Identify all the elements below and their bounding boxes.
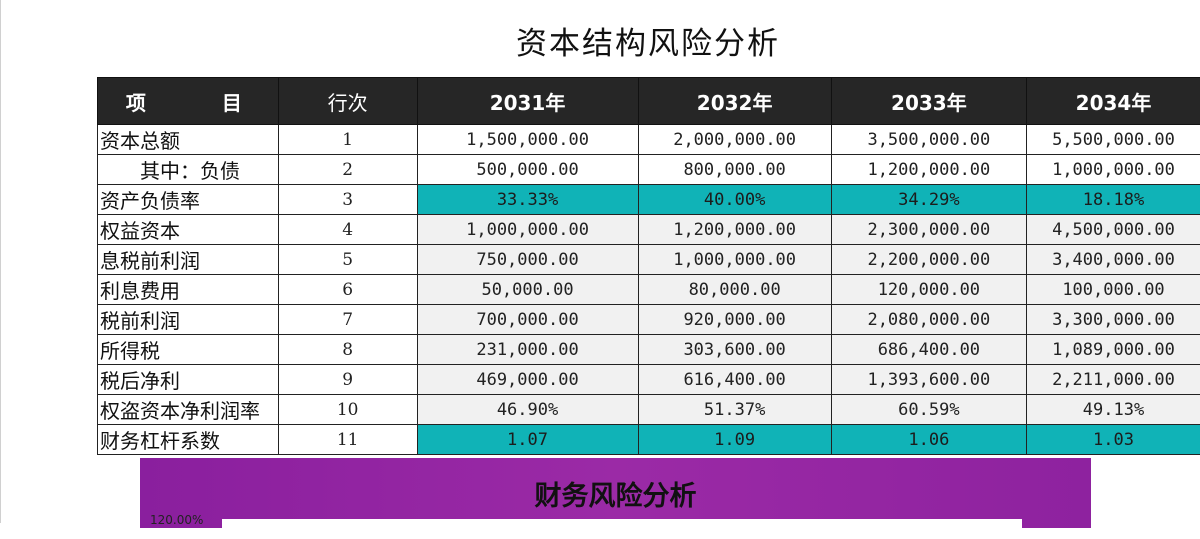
chart-y-tick-label: 120.00% xyxy=(150,513,203,527)
header-year-2034[interactable]: 2034年 xyxy=(1026,78,1200,125)
value-cell[interactable]: 100,000.00 xyxy=(1026,275,1200,305)
value-cell[interactable]: 49.13% xyxy=(1026,395,1200,425)
value-cell[interactable]: 3,400,000.00 xyxy=(1026,245,1200,275)
header-row: 项 目 行次 2031年 2032年 2033年 2034年 xyxy=(98,78,1200,125)
row-number[interactable]: 3 xyxy=(278,185,417,215)
value-cell[interactable]: 60.59% xyxy=(831,395,1026,425)
row-label[interactable]: 息税前利润 xyxy=(98,245,279,275)
value-cell[interactable]: 3,300,000.00 xyxy=(1026,305,1200,335)
value-cell[interactable]: 920,000.00 xyxy=(638,305,831,335)
value-cell[interactable]: 469,000.00 xyxy=(417,365,638,395)
value-cell[interactable]: 2,200,000.00 xyxy=(831,245,1026,275)
value-cell[interactable]: 2,211,000.00 xyxy=(1026,365,1200,395)
value-cell[interactable]: 750,000.00 xyxy=(417,245,638,275)
value-cell[interactable]: 1,000,000.00 xyxy=(417,215,638,245)
row-label[interactable]: 所得税 xyxy=(98,335,279,365)
value-cell[interactable]: 33.33% xyxy=(417,185,638,215)
value-cell[interactable]: 51.37% xyxy=(638,395,831,425)
row-number[interactable]: 4 xyxy=(278,215,417,245)
value-cell[interactable]: 1.07 xyxy=(417,425,638,455)
row-label[interactable]: 权益资本 xyxy=(98,215,279,245)
chart-plot-area xyxy=(222,519,1022,539)
value-cell[interactable]: 18.18% xyxy=(1026,185,1200,215)
header-year-2031[interactable]: 2031年 xyxy=(417,78,638,125)
value-cell[interactable]: 686,400.00 xyxy=(831,335,1026,365)
row-label[interactable]: 税后净利 xyxy=(98,365,279,395)
header-year-2032[interactable]: 2032年 xyxy=(638,78,831,125)
financial-risk-chart-panel[interactable]: 财务风险分析 120.00% xyxy=(140,458,1091,528)
row-number[interactable]: 1 xyxy=(278,125,417,155)
row-label[interactable]: 税前利润 xyxy=(98,305,279,335)
row-number[interactable]: 11 xyxy=(278,425,417,455)
row-number[interactable]: 6 xyxy=(278,275,417,305)
header-row-number[interactable]: 行次 xyxy=(278,78,417,125)
row-label[interactable]: 其中：负债 xyxy=(98,155,279,185)
sheet-edge-line xyxy=(0,0,1,523)
value-cell[interactable]: 34.29% xyxy=(831,185,1026,215)
row-label[interactable]: 权盗资本净利润率 xyxy=(98,395,279,425)
value-cell[interactable]: 50,000.00 xyxy=(417,275,638,305)
header-item[interactable]: 项 目 xyxy=(98,78,279,125)
value-cell[interactable]: 231,000.00 xyxy=(417,335,638,365)
value-cell[interactable]: 3,500,000.00 xyxy=(831,125,1026,155)
row-label[interactable]: 财务杠杆系数 xyxy=(98,425,279,455)
value-cell[interactable]: 1,500,000.00 xyxy=(417,125,638,155)
value-cell[interactable]: 1,000,000.00 xyxy=(638,245,831,275)
row-label[interactable]: 利息费用 xyxy=(98,275,279,305)
row-number[interactable]: 2 xyxy=(278,155,417,185)
row-number[interactable]: 9 xyxy=(278,365,417,395)
value-cell[interactable]: 1.09 xyxy=(638,425,831,455)
value-cell[interactable]: 2,080,000.00 xyxy=(831,305,1026,335)
value-cell[interactable]: 1,200,000.00 xyxy=(831,155,1026,185)
value-cell[interactable]: 5,500,000.00 xyxy=(1026,125,1200,155)
value-cell[interactable]: 1,393,600.00 xyxy=(831,365,1026,395)
value-cell[interactable]: 2,300,000.00 xyxy=(831,215,1026,245)
row-number[interactable]: 10 xyxy=(278,395,417,425)
row-number[interactable]: 8 xyxy=(278,335,417,365)
value-cell[interactable]: 1,000,000.00 xyxy=(1026,155,1200,185)
value-cell[interactable]: 46.90% xyxy=(417,395,638,425)
value-cell[interactable]: 1.06 xyxy=(831,425,1026,455)
row-number[interactable]: 7 xyxy=(278,305,417,335)
value-cell[interactable]: 1,200,000.00 xyxy=(638,215,831,245)
value-cell[interactable]: 616,400.00 xyxy=(638,365,831,395)
header-year-2033[interactable]: 2033年 xyxy=(831,78,1026,125)
value-cell[interactable]: 80,000.00 xyxy=(638,275,831,305)
value-cell[interactable]: 1,089,000.00 xyxy=(1026,335,1200,365)
value-cell[interactable]: 4,500,000.00 xyxy=(1026,215,1200,245)
value-cell[interactable]: 40.00% xyxy=(638,185,831,215)
row-number[interactable]: 5 xyxy=(278,245,417,275)
row-label[interactable]: 资本总额 xyxy=(98,125,279,155)
value-cell[interactable]: 120,000.00 xyxy=(831,275,1026,305)
page-title: 资本结构风险分析 xyxy=(0,18,1200,63)
row-label[interactable]: 资产负债率 xyxy=(98,185,279,215)
value-cell[interactable]: 700,000.00 xyxy=(417,305,638,335)
value-cell[interactable]: 800,000.00 xyxy=(638,155,831,185)
value-cell[interactable]: 303,600.00 xyxy=(638,335,831,365)
value-cell[interactable]: 1.03 xyxy=(1026,425,1200,455)
value-cell[interactable]: 2,000,000.00 xyxy=(638,125,831,155)
value-cell[interactable]: 500,000.00 xyxy=(417,155,638,185)
chart-title: 财务风险分析 xyxy=(140,474,1091,513)
